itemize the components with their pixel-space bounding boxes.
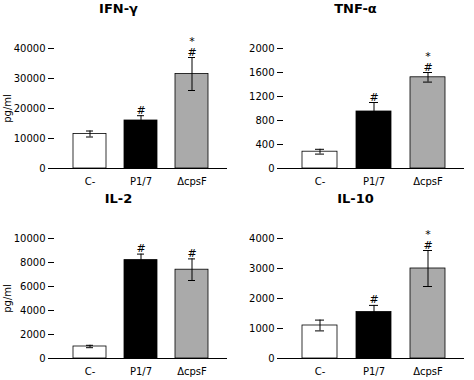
svg-text:400: 400: [255, 139, 274, 150]
svg-text:*#: *#: [423, 228, 432, 252]
svg-text:ΔcpsF: ΔcpsF: [413, 176, 443, 187]
svg-text:ΔcpsF: ΔcpsF: [177, 366, 207, 377]
svg-text:2000: 2000: [249, 293, 274, 304]
svg-text:C-: C-: [315, 366, 326, 377]
svg-text:0: 0: [268, 163, 274, 174]
html-text:TNF-α: TNF-α: [334, 1, 377, 16]
svg-text:800: 800: [255, 115, 274, 126]
svg-text:C-: C-: [85, 366, 96, 377]
svg-text:1000: 1000: [249, 323, 274, 334]
svg-text:#: #: [187, 247, 196, 260]
svg-text:#: #: [369, 293, 378, 306]
svg-text:40000: 40000: [14, 43, 46, 54]
svg-text:4000: 4000: [20, 305, 45, 316]
svg-text:#: #: [369, 91, 378, 104]
svg-text:10000: 10000: [14, 133, 46, 144]
svg-text:8000: 8000: [20, 257, 45, 268]
svg-text:#: #: [136, 242, 145, 255]
svg-text:ΔcpsF: ΔcpsF: [413, 366, 443, 377]
svg-text:C-: C-: [315, 176, 326, 187]
svg-text:C-: C-: [85, 176, 96, 187]
svg-text:30000: 30000: [14, 73, 46, 84]
svg-text:3000: 3000: [249, 263, 274, 274]
svg-text:pg/ml: pg/ml: [2, 94, 13, 123]
html-text:IFN-γ: IFN-γ: [99, 1, 138, 16]
svg-text:*#: *#: [423, 50, 432, 74]
svg-text:0: 0: [39, 163, 45, 174]
svg-text:P1/7: P1/7: [363, 366, 385, 377]
svg-text:0: 0: [39, 353, 45, 364]
svg-text:6000: 6000: [20, 281, 45, 292]
svg-text:1600: 1600: [249, 67, 274, 78]
svg-text:4000: 4000: [249, 233, 274, 244]
svg-text:20000: 20000: [14, 103, 46, 114]
svg-text:P1/7: P1/7: [130, 366, 152, 377]
svg-text:P1/7: P1/7: [130, 176, 152, 187]
svg-text:pg/ml: pg/ml: [2, 284, 13, 313]
svg-text:10000: 10000: [14, 233, 46, 244]
svg-text:2000: 2000: [20, 329, 45, 340]
html-text:IL-10: IL-10: [337, 191, 374, 206]
svg-text:0: 0: [268, 353, 274, 364]
svg-text:1200: 1200: [249, 91, 274, 102]
svg-text:2000: 2000: [249, 43, 274, 54]
svg-text:#: #: [136, 104, 145, 117]
svg-text:ΔcpsF: ΔcpsF: [177, 176, 207, 187]
svg-text:*#: *#: [187, 35, 196, 59]
html-text:IL-2: IL-2: [104, 191, 133, 206]
svg-text:P1/7: P1/7: [363, 176, 385, 187]
